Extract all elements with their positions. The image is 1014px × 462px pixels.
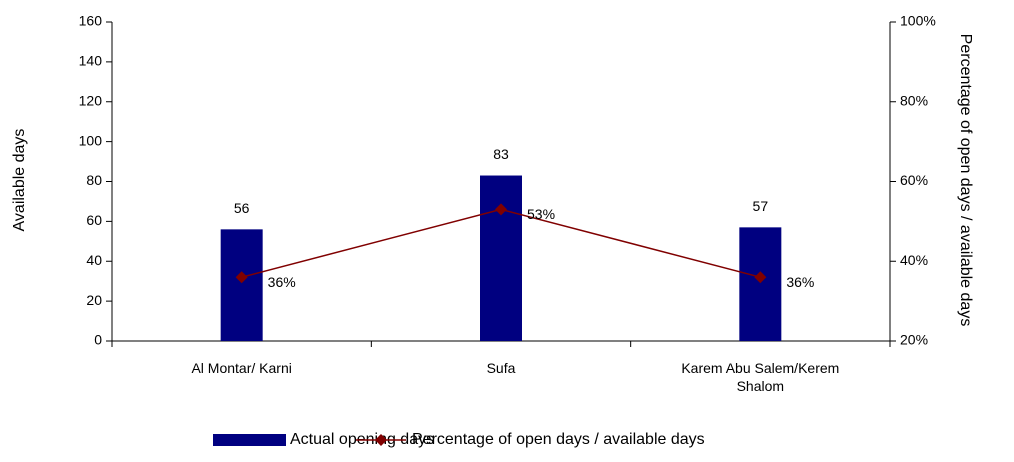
x-tick-label: Sufa: [486, 360, 516, 376]
y-tick-label: 0: [94, 332, 102, 348]
y2-axis-label: Percentage of open days / available days: [957, 33, 974, 327]
y2-tick-label: 60%: [900, 172, 928, 188]
line-value-label: 36%: [268, 274, 296, 290]
y2-tick-label: 80%: [900, 92, 928, 108]
line-value-label: 53%: [527, 206, 555, 222]
bar: [480, 175, 522, 341]
y-axis-label: Available days: [11, 128, 28, 232]
bar: [220, 229, 263, 341]
y2-tick-label: 100%: [900, 13, 936, 29]
y2-tick-label: 20%: [900, 332, 928, 348]
bar-value-label: 56: [234, 200, 250, 216]
x-tick-label: Karem Abu Salem/Kerem Shalom: [681, 360, 840, 394]
y-tick-label: 20: [86, 292, 102, 308]
y-tick-label: 40: [86, 252, 102, 268]
bar: [739, 227, 782, 341]
x-tick-label: Al Montar/ Karni: [191, 360, 292, 376]
line-marker: [495, 203, 507, 216]
bar-value-label: 83: [493, 146, 509, 162]
y2-tick-label: 40%: [900, 252, 928, 268]
y-tick-label: 120: [79, 92, 103, 108]
y-tick-label: 60: [86, 212, 102, 228]
line-value-label: 36%: [786, 274, 814, 290]
legend-label: Percentage of open days / available days: [412, 431, 705, 448]
legend-swatch: [213, 434, 286, 446]
line-marker: [235, 271, 248, 284]
line-marker: [754, 271, 767, 284]
y-tick-label: 140: [79, 53, 103, 69]
y-tick-label: 100: [79, 132, 103, 148]
y-tick-label: 80: [86, 172, 102, 188]
bar-value-label: 57: [753, 198, 769, 214]
legend-marker: [375, 434, 387, 446]
y-tick-label: 160: [79, 13, 103, 29]
